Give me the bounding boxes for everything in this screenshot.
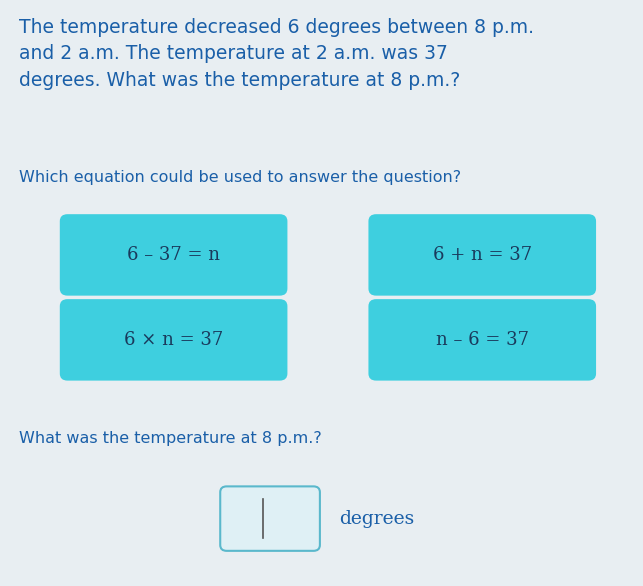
Text: n – 6 = 37: n – 6 = 37	[436, 331, 529, 349]
Text: 6 + n = 37: 6 + n = 37	[433, 246, 532, 264]
Text: degrees: degrees	[340, 510, 415, 527]
Text: 6 – 37 = n: 6 – 37 = n	[127, 246, 220, 264]
FancyBboxPatch shape	[368, 299, 596, 381]
FancyBboxPatch shape	[60, 214, 287, 296]
Text: 6 × n = 37: 6 × n = 37	[124, 331, 223, 349]
Text: What was the temperature at 8 p.m.?: What was the temperature at 8 p.m.?	[19, 431, 322, 446]
FancyBboxPatch shape	[60, 299, 287, 381]
Text: The temperature decreased 6 degrees between 8 p.m.
and 2 a.m. The temperature at: The temperature decreased 6 degrees betw…	[19, 18, 534, 90]
FancyBboxPatch shape	[220, 486, 320, 551]
FancyBboxPatch shape	[368, 214, 596, 296]
Text: Which equation could be used to answer the question?: Which equation could be used to answer t…	[19, 170, 462, 185]
